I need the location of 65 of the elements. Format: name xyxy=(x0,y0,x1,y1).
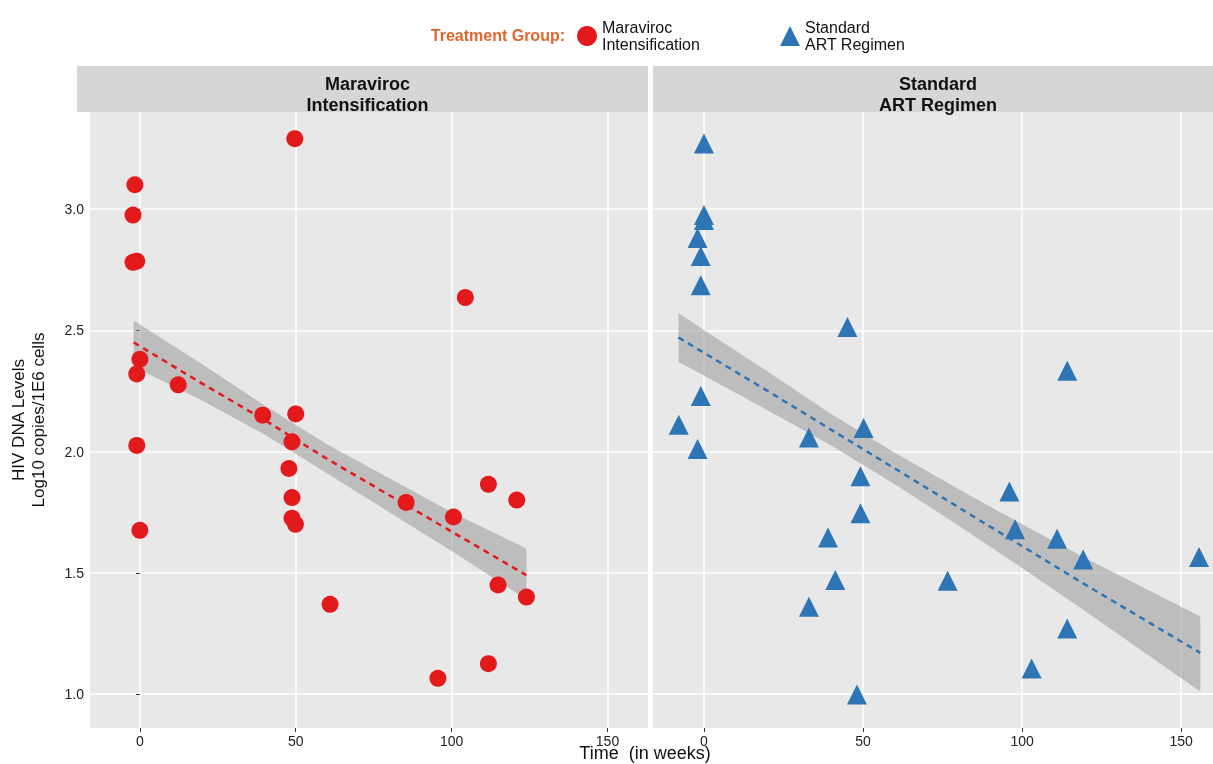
point xyxy=(850,466,871,487)
point xyxy=(1021,658,1042,679)
point xyxy=(124,206,142,224)
point xyxy=(690,385,711,406)
point xyxy=(999,481,1020,502)
point xyxy=(668,414,689,435)
point xyxy=(798,596,819,617)
y-axis-title: HIV DNA Levels Log10 copies/1E6 cells xyxy=(8,332,48,508)
point xyxy=(283,489,301,507)
point xyxy=(1047,528,1068,549)
x-tick-label: 50 xyxy=(287,733,304,749)
point xyxy=(479,475,497,493)
point xyxy=(517,588,535,606)
point xyxy=(853,418,874,438)
x-tick-label: 100 xyxy=(1010,733,1034,749)
point xyxy=(126,176,144,194)
point xyxy=(286,515,304,533)
point xyxy=(169,376,187,394)
point xyxy=(429,669,447,687)
chart-title: Maraviroc Intensification xyxy=(306,73,429,115)
point xyxy=(937,570,958,591)
point xyxy=(818,527,838,548)
line-series xyxy=(132,341,528,577)
point xyxy=(508,491,526,509)
point xyxy=(128,365,146,383)
point xyxy=(128,436,146,454)
x-tick-label: 50 xyxy=(855,733,871,749)
point xyxy=(1057,360,1078,381)
point xyxy=(798,427,819,448)
point xyxy=(131,521,149,539)
point xyxy=(690,246,711,267)
y-tick-label: 1.5 xyxy=(64,564,85,581)
x-tick-label: 0 xyxy=(135,733,144,749)
point xyxy=(1005,519,1026,540)
legend-label: Maraviroc Intensification xyxy=(602,19,700,53)
point xyxy=(825,570,846,591)
point xyxy=(693,133,714,154)
point xyxy=(479,655,497,673)
point xyxy=(1057,618,1078,639)
point xyxy=(690,275,711,296)
point xyxy=(131,350,149,368)
legend-title: Treatment Group: xyxy=(430,26,565,44)
x-tick-label: 150 xyxy=(1169,733,1194,749)
point xyxy=(687,228,708,249)
point xyxy=(1189,547,1209,568)
y-tick-label: 3.0 xyxy=(64,201,85,218)
point xyxy=(445,508,462,526)
y-tick-label: 2.0 xyxy=(64,443,85,460)
point xyxy=(287,405,305,423)
point xyxy=(286,130,304,148)
legend-label: Standard ART Regimen xyxy=(805,19,905,53)
point xyxy=(1073,549,1094,570)
point xyxy=(837,317,858,338)
point xyxy=(489,576,507,594)
point xyxy=(280,460,298,477)
x-tick-label: 100 xyxy=(439,733,464,749)
point xyxy=(687,439,708,460)
y-tick-label: 2.5 xyxy=(64,322,85,339)
y-tick-label: 1.0 xyxy=(64,686,85,703)
point xyxy=(456,289,474,307)
point xyxy=(254,406,272,424)
point xyxy=(321,595,339,613)
point xyxy=(850,503,871,524)
chart-title: Standard ART Regimen xyxy=(878,73,998,115)
point xyxy=(846,684,867,705)
